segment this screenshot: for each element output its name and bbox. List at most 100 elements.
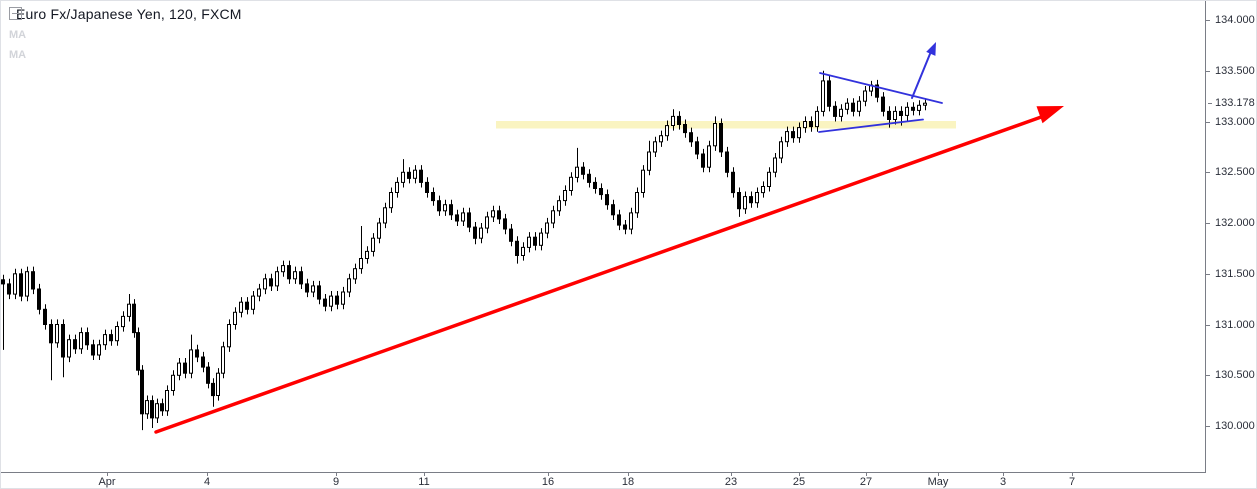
indicator-ma-1[interactable]: MA <box>9 30 242 41</box>
candle <box>335 291 339 310</box>
indicator-ma-2[interactable]: MA <box>9 50 242 61</box>
candle <box>545 217 549 239</box>
candle <box>389 187 393 213</box>
candle <box>216 368 220 401</box>
time-tick-label: 18 <box>621 476 635 488</box>
uptrend-arrow-line[interactable] <box>154 114 1046 434</box>
candle <box>473 222 477 245</box>
breakout-arrow-head[interactable] <box>926 42 936 56</box>
candle <box>755 187 759 208</box>
candle <box>383 202 387 229</box>
candle <box>239 297 243 318</box>
candle <box>581 162 585 180</box>
candle <box>851 98 855 117</box>
candle <box>743 191 747 214</box>
candle <box>121 311 125 332</box>
candle <box>725 146 729 178</box>
price-tick-label: 134.000 <box>1206 14 1256 26</box>
candle <box>659 130 663 147</box>
candle <box>233 307 237 330</box>
candle <box>251 291 255 315</box>
candle <box>19 268 23 302</box>
candle <box>437 195 441 216</box>
candle <box>257 283 261 302</box>
time-tick-mark <box>628 472 629 476</box>
triangle-upper-trendline[interactable] <box>819 72 943 104</box>
candle <box>165 385 169 416</box>
support-zone-highlight[interactable] <box>496 121 956 129</box>
candle <box>923 98 927 111</box>
price-tick-label: 130.000 <box>1206 420 1256 432</box>
candle <box>653 136 657 157</box>
candle <box>587 169 591 188</box>
candle <box>425 177 429 198</box>
candle <box>467 207 471 233</box>
candlestick-chart[interactable] <box>1 1 1205 472</box>
candle <box>845 98 849 115</box>
candle <box>833 101 837 122</box>
candle <box>911 102 915 116</box>
candle <box>551 205 555 229</box>
candle <box>869 80 873 97</box>
breakout-arrow-line[interactable] <box>911 48 933 99</box>
legend-main-row: Euro Fx/Japanese Yen, 120, FXCM <box>9 7 242 21</box>
candle <box>97 339 101 360</box>
candle <box>695 136 699 160</box>
chart-plot-area[interactable]: Euro Fx/Japanese Yen, 120, FXCM MA MA <box>1 1 1206 473</box>
candle <box>49 319 53 381</box>
candle <box>183 358 187 379</box>
time-axis[interactable]: Apr 4 9 11 16 18 23 25 27 May 3 7 <box>1 472 1205 488</box>
candle <box>605 189 609 210</box>
candle <box>617 209 621 231</box>
time-tick-label: 9 <box>332 476 340 488</box>
candle <box>593 177 597 194</box>
triangle-lower-trendline[interactable] <box>818 118 924 133</box>
candle <box>13 268 17 300</box>
candle <box>127 294 131 322</box>
candle <box>275 266 279 291</box>
candle <box>791 126 795 143</box>
candle <box>623 220 627 235</box>
candle <box>206 362 210 389</box>
candle <box>132 299 136 338</box>
candle <box>731 167 735 198</box>
current-price-label: 133.178 <box>1206 97 1256 109</box>
symbol-title[interactable]: Euro Fx/Japanese Yen, 120, FXCM <box>16 6 242 22</box>
candle <box>245 297 249 315</box>
candle <box>341 286 345 310</box>
candle <box>827 75 831 112</box>
candle <box>395 177 399 198</box>
candle <box>31 266 35 295</box>
candle <box>713 116 717 151</box>
candle <box>839 104 843 122</box>
time-tick-mark <box>938 472 939 476</box>
candle <box>281 260 285 277</box>
candle <box>195 344 199 363</box>
time-tick-label: 7 <box>1068 476 1076 488</box>
time-tick-mark <box>1003 472 1004 476</box>
price-tick-label: 133.000 <box>1206 116 1256 128</box>
candle <box>311 280 315 298</box>
candle <box>171 370 175 396</box>
candle <box>401 159 405 188</box>
candle <box>329 291 333 312</box>
candle <box>479 223 483 244</box>
price-axis[interactable]: 134.000 133.500 133.178 133.000 132.500 132.0… <box>1206 1 1256 472</box>
candle <box>353 263 357 284</box>
candle <box>61 319 65 378</box>
candle <box>359 226 363 274</box>
candle <box>491 205 495 222</box>
candle <box>539 228 543 251</box>
candle <box>413 165 417 184</box>
candle <box>497 205 501 224</box>
candle <box>115 321 119 346</box>
uptrend-arrow-head[interactable] <box>1036 106 1065 124</box>
candle <box>647 140 651 176</box>
candle <box>140 365 144 431</box>
price-tick-label: 131.000 <box>1206 319 1256 331</box>
candle <box>85 327 89 350</box>
candle <box>683 119 687 138</box>
candle <box>419 165 423 188</box>
candle <box>677 111 681 130</box>
